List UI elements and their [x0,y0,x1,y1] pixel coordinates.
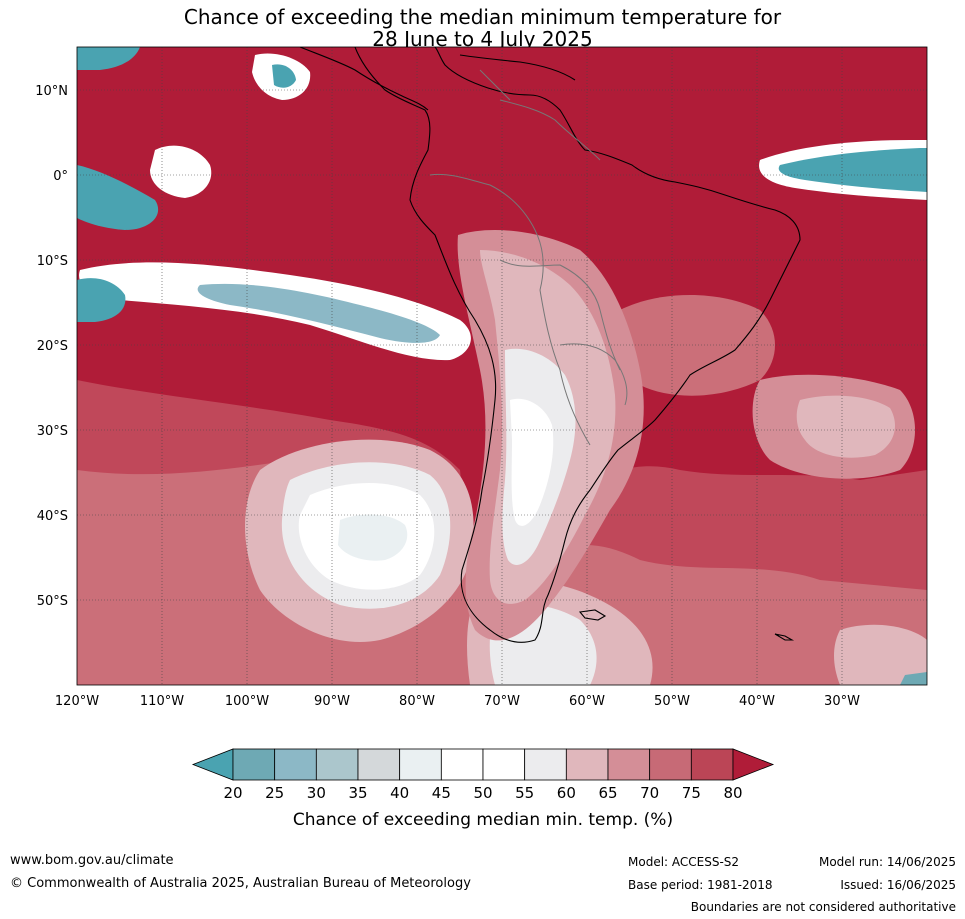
colorbar-tick-labels: 20 25 30 35 40 45 50 55 60 65 70 75 80 [223,784,742,802]
lon-label: 30°W [824,694,860,709]
colorbar-swatch [357,748,401,781]
colorbar-swatch [607,748,651,781]
south-america-coastline [354,47,801,643]
colorbar-swatch [524,748,567,781]
lat-label: 30°S [37,424,68,439]
colorbar-tick-label: 40 [390,784,409,802]
pacific-blue-nw [77,47,140,70]
colorbar-swatches [191,748,775,781]
pacific-blue-west-2 [77,165,159,230]
andes-band-50 [510,398,554,526]
latitude-labels: 10°N 0° 10°S 20°S 30°S 40°S 50°S [35,84,68,609]
south-atlantic-patch-bottom-right [834,624,927,685]
disclaimer-text: Boundaries are not considered authoritat… [690,900,956,914]
lat-label: 10°N [35,84,68,99]
pacific-blue-west [77,278,126,322]
lon-label: 70°W [484,694,520,709]
east-atlantic-patch-60 [796,395,895,458]
lat-label: 20°S [37,339,68,354]
colorbar-tick-label: 25 [265,784,284,802]
colorbar-tick-label: 60 [557,784,576,802]
colorbar: 20 25 30 35 40 45 50 55 60 65 70 75 80 Chance of exc… [191,748,775,830]
model-run-text: Model run: 14/06/2025 [818,855,956,869]
country-borders [429,69,628,446]
lon-label: 50°W [654,694,690,709]
colorbar-tick-label: 75 [682,784,701,802]
lon-label: 100°W [225,694,269,709]
colorbar-tick-label: 50 [473,784,492,802]
colorbar-tick-label: 35 [348,784,367,802]
colorbar-swatch [440,748,484,781]
colorbar-swatch [315,748,359,781]
lat-label: 50°S [37,594,68,609]
website-text: www.bom.gov.au/climate [10,853,174,868]
caribbean-coastline [459,54,576,81]
coastlines [299,47,801,643]
colorbar-swatch [399,748,442,781]
lat-label: 0° [53,169,68,184]
colorbar-tick-label: 80 [723,784,742,802]
model-text: Model: ACCESS-S2 [628,855,740,869]
south-georgia [774,633,795,641]
falklands [578,609,607,621]
lon-label: 40°W [739,694,775,709]
map-title-line-1: Chance of exceeding the median minimum t… [183,5,782,29]
colorbar-swatch [274,748,317,781]
colorbar-tick-label: 20 [223,784,242,802]
map-title-line-2: 28 June to 4 July 2025 [372,27,593,51]
colorbar-swatch [649,748,692,781]
lat-label: 10°S [37,254,68,269]
colorbar-tick-label: 55 [515,784,534,802]
colorbar-extend-high [732,748,775,781]
issued-text: Issued: 16/06/2025 [840,878,956,892]
brazil-coast-patch-70 [612,295,775,396]
copyright-text: © Commonwealth of Australia 2025, Austra… [10,876,471,891]
lon-label: 110°W [140,694,184,709]
southern-ocean-patch-45 [338,514,408,561]
atlantic-blue-east-core [778,148,927,192]
colorbar-swatch [565,748,609,781]
pacific-white-north [150,145,212,198]
lon-label: 90°W [314,694,350,709]
graticule [77,47,927,685]
colorbar-swatch [690,748,734,781]
lon-label: 120°W [55,694,99,709]
map-frame [76,46,928,686]
colorbar-swatch [232,748,276,781]
lon-label: 60°W [569,694,605,709]
lon-label: 80°W [399,694,435,709]
pacific-blue-bottom-right [900,672,927,685]
pacific-band-blue-1 [197,283,440,343]
lat-label: 40°S [37,509,68,524]
colorbar-tick-label: 70 [640,784,659,802]
colorbar-title: Chance of exceeding median min. temp. (%… [293,810,673,830]
colorbar-swatch [482,748,526,781]
central-america-coastline [299,47,429,111]
colorbar-tick-label: 30 [307,784,326,802]
colorbar-tick-label: 65 [598,784,617,802]
longitude-labels: 120°W 110°W 100°W 90°W 80°W 70°W 60°W 50… [55,694,860,709]
colorbar-tick-label: 45 [432,784,451,802]
base-period-text: Base period: 1981-2018 [628,878,773,892]
colorbar-extend-low [191,748,234,781]
pacific-blue-nw2 [272,64,296,88]
